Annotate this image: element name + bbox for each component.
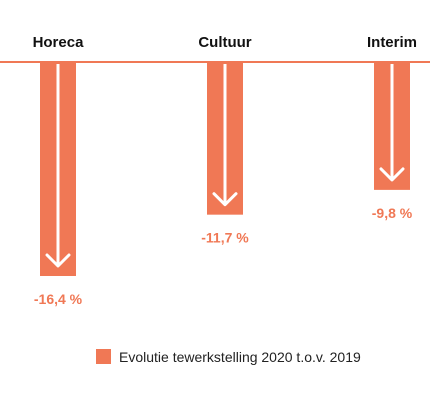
arrow-head-horeca: [45, 253, 71, 268]
value-label-cultuur: -11,7 %: [201, 230, 249, 246]
arrow-head-interim: [379, 167, 405, 182]
category-label-cultuur: Cultuur: [198, 34, 251, 51]
legend-label: Evolutie tewerkstelling 2020 t.o.v. 2019: [119, 349, 361, 365]
legend-swatch: [96, 349, 111, 364]
category-label-interim: Interim: [367, 34, 417, 51]
category-label-horeca: Horeca: [33, 34, 85, 51]
value-label-horeca: -16,4 %: [34, 291, 83, 307]
value-label-interim: -9,8 %: [372, 205, 413, 221]
bars-group: [40, 62, 410, 276]
arrow-head-cultuur: [212, 192, 238, 207]
